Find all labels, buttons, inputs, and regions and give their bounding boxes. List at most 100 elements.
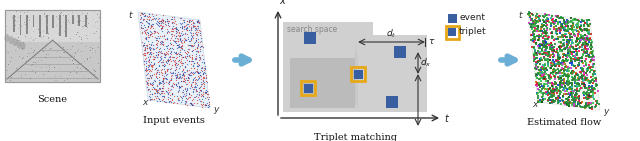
Point bbox=[533, 24, 543, 27]
Point bbox=[150, 31, 160, 33]
Point bbox=[529, 21, 540, 23]
Point bbox=[588, 54, 598, 57]
Point bbox=[155, 80, 165, 83]
Point bbox=[195, 89, 205, 91]
Point bbox=[584, 67, 595, 70]
Point bbox=[159, 34, 169, 36]
Point bbox=[555, 48, 565, 51]
Point bbox=[172, 44, 182, 46]
Point bbox=[154, 40, 164, 42]
Point bbox=[579, 93, 589, 95]
Point bbox=[564, 40, 574, 42]
Point bbox=[565, 20, 575, 23]
Point bbox=[154, 17, 164, 19]
Point bbox=[567, 41, 577, 44]
Point bbox=[141, 77, 152, 79]
Point bbox=[191, 58, 202, 60]
Point bbox=[584, 97, 594, 99]
Point bbox=[546, 48, 556, 50]
Point bbox=[154, 64, 164, 66]
Point bbox=[532, 61, 543, 63]
Point bbox=[531, 66, 541, 68]
Point bbox=[145, 56, 156, 58]
Bar bbox=[355, 35, 427, 112]
Point bbox=[566, 17, 577, 19]
Point bbox=[197, 72, 207, 74]
Point bbox=[536, 26, 547, 28]
Point bbox=[555, 82, 565, 84]
Point bbox=[543, 35, 553, 37]
Point bbox=[195, 71, 205, 73]
Point bbox=[163, 96, 173, 98]
Point bbox=[566, 72, 577, 74]
Point bbox=[155, 41, 165, 43]
Point bbox=[557, 89, 568, 91]
Point bbox=[588, 73, 598, 75]
Point bbox=[148, 92, 159, 94]
Point bbox=[173, 86, 184, 88]
Point bbox=[193, 41, 203, 43]
Point bbox=[568, 103, 579, 105]
Point bbox=[539, 42, 549, 44]
Point bbox=[580, 38, 590, 41]
Point bbox=[544, 52, 554, 54]
Point bbox=[186, 29, 196, 31]
Point bbox=[159, 51, 169, 54]
Point bbox=[167, 20, 177, 23]
Point bbox=[550, 78, 560, 80]
Point bbox=[549, 76, 559, 78]
Point bbox=[589, 70, 600, 72]
Point bbox=[188, 24, 198, 26]
Point bbox=[567, 26, 577, 28]
Point bbox=[541, 24, 551, 27]
Point bbox=[182, 29, 193, 31]
Point bbox=[195, 89, 205, 91]
Point bbox=[196, 45, 206, 48]
Point bbox=[588, 66, 598, 68]
Point bbox=[175, 39, 185, 41]
Point bbox=[564, 87, 575, 89]
Point bbox=[541, 46, 552, 48]
Point bbox=[166, 51, 177, 53]
Point bbox=[582, 79, 593, 82]
Point bbox=[545, 96, 555, 98]
Point bbox=[141, 32, 151, 35]
Point bbox=[541, 73, 551, 75]
Point bbox=[147, 51, 157, 53]
Point bbox=[541, 91, 552, 93]
Point bbox=[166, 17, 177, 20]
Point bbox=[148, 63, 159, 65]
Point bbox=[529, 34, 539, 36]
Point bbox=[553, 95, 563, 97]
Point bbox=[179, 56, 189, 58]
Point bbox=[202, 93, 212, 95]
Point bbox=[568, 55, 578, 57]
Point bbox=[140, 58, 150, 60]
Point bbox=[180, 66, 190, 68]
Point bbox=[563, 47, 573, 49]
Point bbox=[538, 46, 548, 48]
Point bbox=[166, 64, 177, 67]
Point bbox=[573, 59, 584, 61]
Point bbox=[562, 88, 572, 90]
Point bbox=[141, 67, 151, 69]
Point bbox=[165, 67, 175, 69]
Point bbox=[141, 18, 152, 20]
Point bbox=[180, 27, 191, 30]
Point bbox=[559, 35, 569, 37]
Point bbox=[566, 79, 577, 81]
Text: event: event bbox=[459, 14, 485, 23]
Point bbox=[167, 99, 177, 101]
Point bbox=[159, 100, 170, 102]
Point bbox=[581, 38, 591, 41]
Point bbox=[198, 71, 209, 73]
Point bbox=[156, 20, 166, 22]
Point bbox=[148, 47, 158, 49]
Point bbox=[568, 98, 579, 100]
Point bbox=[184, 55, 194, 57]
Point bbox=[545, 82, 556, 84]
Point bbox=[558, 36, 568, 38]
Point bbox=[143, 25, 153, 27]
Point bbox=[538, 41, 548, 44]
Point bbox=[566, 20, 576, 22]
